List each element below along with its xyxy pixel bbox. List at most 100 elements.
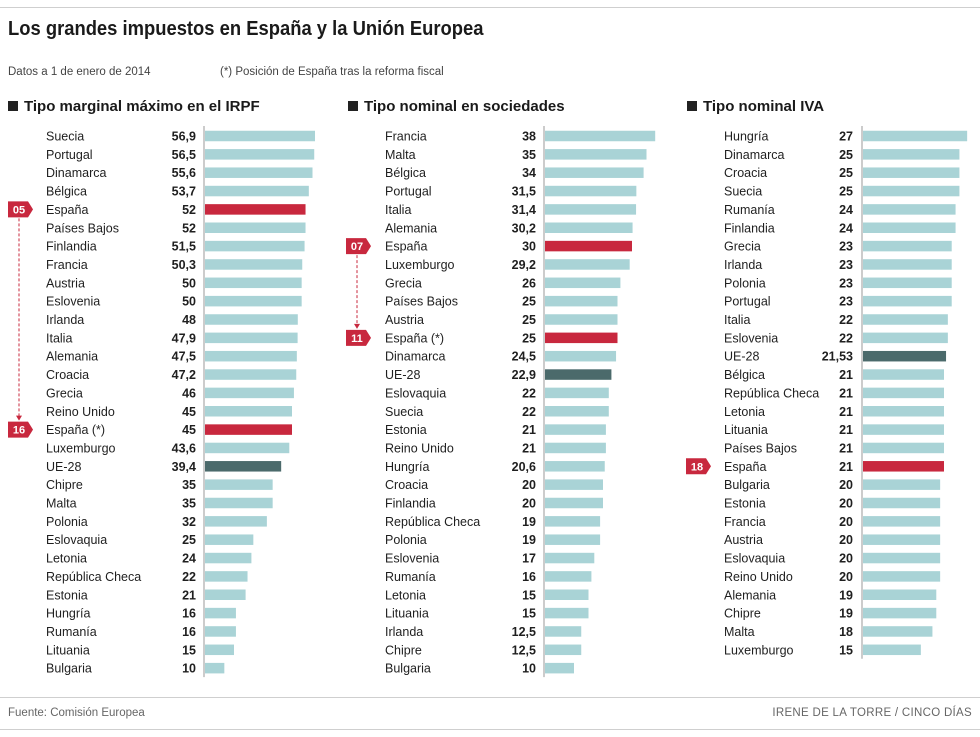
- bar: [545, 332, 618, 344]
- category-label: Malta: [46, 497, 77, 511]
- panel-title-sociedades: Tipo nominal en sociedades: [348, 98, 565, 115]
- category-label: Francia: [385, 130, 427, 144]
- category-label: Hungría: [46, 607, 91, 621]
- value-label: 35: [182, 497, 196, 511]
- category-label: Austria: [724, 533, 763, 547]
- value-label: 35: [522, 148, 536, 162]
- value-label: 34: [522, 166, 536, 180]
- value-label: 48: [182, 313, 196, 327]
- category-label: Eslovaquia: [385, 386, 446, 400]
- value-label: 20,6: [512, 460, 536, 474]
- value-label: 30: [522, 240, 536, 254]
- value-label: 22: [522, 405, 536, 419]
- category-label: Polonia: [724, 276, 766, 290]
- bar: [863, 259, 952, 270]
- bar: [863, 479, 941, 490]
- bar: [863, 442, 944, 454]
- category-label: Suecia: [46, 130, 84, 144]
- value-label: 39,4: [172, 460, 196, 474]
- bar: [545, 662, 574, 674]
- value-label: 21,53: [822, 350, 853, 364]
- value-label: 43,6: [172, 441, 196, 455]
- arrow-down-icon: [354, 323, 360, 329]
- category-label: España: [724, 460, 766, 474]
- panel-title-iva-text: Tipo nominal IVA: [703, 98, 825, 115]
- category-label: Rumanía: [724, 203, 775, 217]
- category-label: Eslovenia: [46, 295, 100, 309]
- bar: [863, 369, 944, 380]
- value-label: 53,7: [172, 185, 196, 199]
- value-label: 10: [182, 662, 196, 676]
- category-label: Grecia: [724, 240, 761, 254]
- category-label: República Checa: [46, 570, 141, 584]
- bar: [863, 240, 952, 252]
- bar: [205, 314, 298, 325]
- category-label: Eslovaquia: [724, 552, 785, 566]
- category-label: Rumanía: [385, 570, 436, 584]
- value-label: 21: [522, 423, 536, 437]
- value-label: 20: [839, 552, 853, 566]
- bar: [863, 571, 941, 582]
- bar: [205, 167, 313, 178]
- value-label: 21: [522, 441, 536, 455]
- value-label: 10: [522, 662, 536, 676]
- value-label: 55,6: [172, 166, 196, 180]
- bar: [205, 662, 225, 674]
- value-label: 56,9: [172, 130, 196, 144]
- category-label: Irlanda: [724, 258, 762, 272]
- bar: [863, 552, 941, 564]
- category-label: Dinamarca: [46, 166, 106, 180]
- category-label: Alemania: [385, 221, 437, 235]
- bottom-rule: [0, 697, 980, 698]
- value-label: 21: [839, 441, 853, 455]
- bar: [545, 277, 621, 289]
- rank-label: 18: [691, 461, 703, 473]
- value-label: 47,5: [172, 350, 196, 364]
- value-label: 25: [839, 185, 853, 199]
- bar: [545, 222, 633, 233]
- value-label: 25: [522, 313, 536, 327]
- bar: [863, 406, 944, 417]
- value-label: 24,5: [512, 350, 536, 364]
- bar: [863, 332, 948, 344]
- value-label: 45: [182, 423, 196, 437]
- bar: [863, 644, 921, 656]
- category-label: Polonia: [385, 533, 427, 547]
- value-label: 50: [182, 295, 196, 309]
- category-label: Hungría: [385, 460, 430, 474]
- top-rule: [0, 7, 980, 8]
- category-label: Portugal: [385, 185, 432, 199]
- bar: [205, 406, 292, 417]
- bullet-square-icon: [348, 101, 358, 111]
- value-label: 16: [522, 570, 536, 584]
- value-label: 23: [839, 295, 853, 309]
- value-label: 47,9: [172, 331, 196, 345]
- category-label: Lituania: [724, 423, 768, 437]
- rank-marker: 07: [346, 238, 371, 255]
- category-label: Reino Unido: [724, 570, 793, 584]
- category-label: Chipre: [724, 607, 761, 621]
- bar: [205, 589, 246, 600]
- value-label: 20: [839, 515, 853, 529]
- bullet-square-icon: [8, 101, 18, 111]
- category-label: Portugal: [46, 148, 93, 162]
- rank-badge: [346, 329, 371, 346]
- bullet-square-icon: [687, 101, 697, 111]
- bar: [205, 607, 236, 619]
- bar: [205, 552, 252, 564]
- value-label: 38: [522, 130, 536, 144]
- bar: [205, 130, 316, 142]
- chart-note: (*) Posición de España tras la reforma f…: [220, 66, 444, 78]
- value-label: 20: [522, 478, 536, 492]
- value-label: 23: [839, 240, 853, 254]
- category-label: Reino Unido: [46, 405, 115, 419]
- bar: [863, 626, 933, 637]
- category-label: Chipre: [46, 478, 83, 492]
- bar: [205, 240, 305, 252]
- rank-badge: [686, 458, 711, 475]
- rank-label: 11: [351, 333, 363, 345]
- value-label: 19: [839, 607, 853, 621]
- category-label: Croacia: [724, 166, 767, 180]
- bar: [545, 442, 606, 454]
